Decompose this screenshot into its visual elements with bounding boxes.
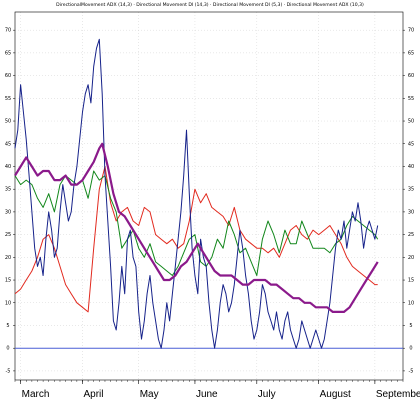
y-tick-label-right: 20 <box>408 255 414 261</box>
chart-title: DirectionalMovement ADX (14,3) · Directi… <box>56 2 364 8</box>
y-tick-label-left: 45 <box>5 141 11 147</box>
y-tick-label-right: 5 <box>409 323 412 329</box>
y-tick-label-left: 15 <box>5 278 11 284</box>
y-tick-label-right: 50 <box>408 119 414 125</box>
y-tick-label-right: 55 <box>408 96 414 102</box>
grid-lines <box>15 12 403 380</box>
y-tick-label-left: 65 <box>5 50 11 56</box>
x-axis: March April May June July August September <box>14 380 420 400</box>
series-lines <box>14 38 379 349</box>
y-tick-label-left: 25 <box>5 232 11 238</box>
x-tick-label: March <box>22 389 50 400</box>
y-axis-left: -5 0 5 10 15 20 25 30 35 40 45 50 55 60 65 70 <box>5 28 15 374</box>
y-tick-label-left: 30 <box>5 209 11 215</box>
y-tick-label-right: 60 <box>408 73 414 79</box>
x-tick-label: May <box>140 389 159 400</box>
series-line-purple <box>14 142 379 313</box>
x-tick-label: August <box>320 389 351 400</box>
y-tick-label-right: 70 <box>408 28 414 34</box>
y-tick-label-left: 50 <box>5 119 11 125</box>
y-tick-label-right: -5 <box>409 368 414 374</box>
y-tick-label-left: 60 <box>5 73 11 79</box>
y-tick-label-left: 35 <box>5 187 11 193</box>
y-tick-label-right: 40 <box>408 164 414 170</box>
y-tick-label-left: 55 <box>5 96 11 102</box>
y-tick-label-right: 45 <box>408 141 414 147</box>
y-tick-label-right: 25 <box>408 232 414 238</box>
x-tick-label: July <box>258 389 276 400</box>
y-tick-label-right: 35 <box>408 187 414 193</box>
x-tick-label: September <box>376 389 420 400</box>
series-line-blue <box>14 38 379 349</box>
y-tick-label-right: 65 <box>408 50 414 56</box>
y-tick-label-left: 70 <box>5 28 11 34</box>
y-tick-label-left: 0 <box>6 346 9 352</box>
y-tick-label-right: 15 <box>408 278 414 284</box>
y-tick-label-left: 5 <box>6 323 9 329</box>
y-tick-label-right: 10 <box>408 300 414 306</box>
series-line-red <box>14 166 378 313</box>
y-tick-label-left: 20 <box>5 255 11 261</box>
y-tick-label-left: 40 <box>5 164 11 170</box>
x-tick-label: April <box>83 389 103 400</box>
y-axis-right: -5 0 5 10 15 20 25 30 35 40 45 50 55 60 65 70 <box>403 28 414 374</box>
y-tick-label-left: 10 <box>5 300 11 306</box>
plot-frame <box>14 11 404 381</box>
y-tick-label-right: 0 <box>409 346 412 352</box>
y-tick-label-right: 30 <box>408 209 414 215</box>
y-tick-label-left: -5 <box>6 368 11 374</box>
x-tick-label: June <box>196 389 218 400</box>
